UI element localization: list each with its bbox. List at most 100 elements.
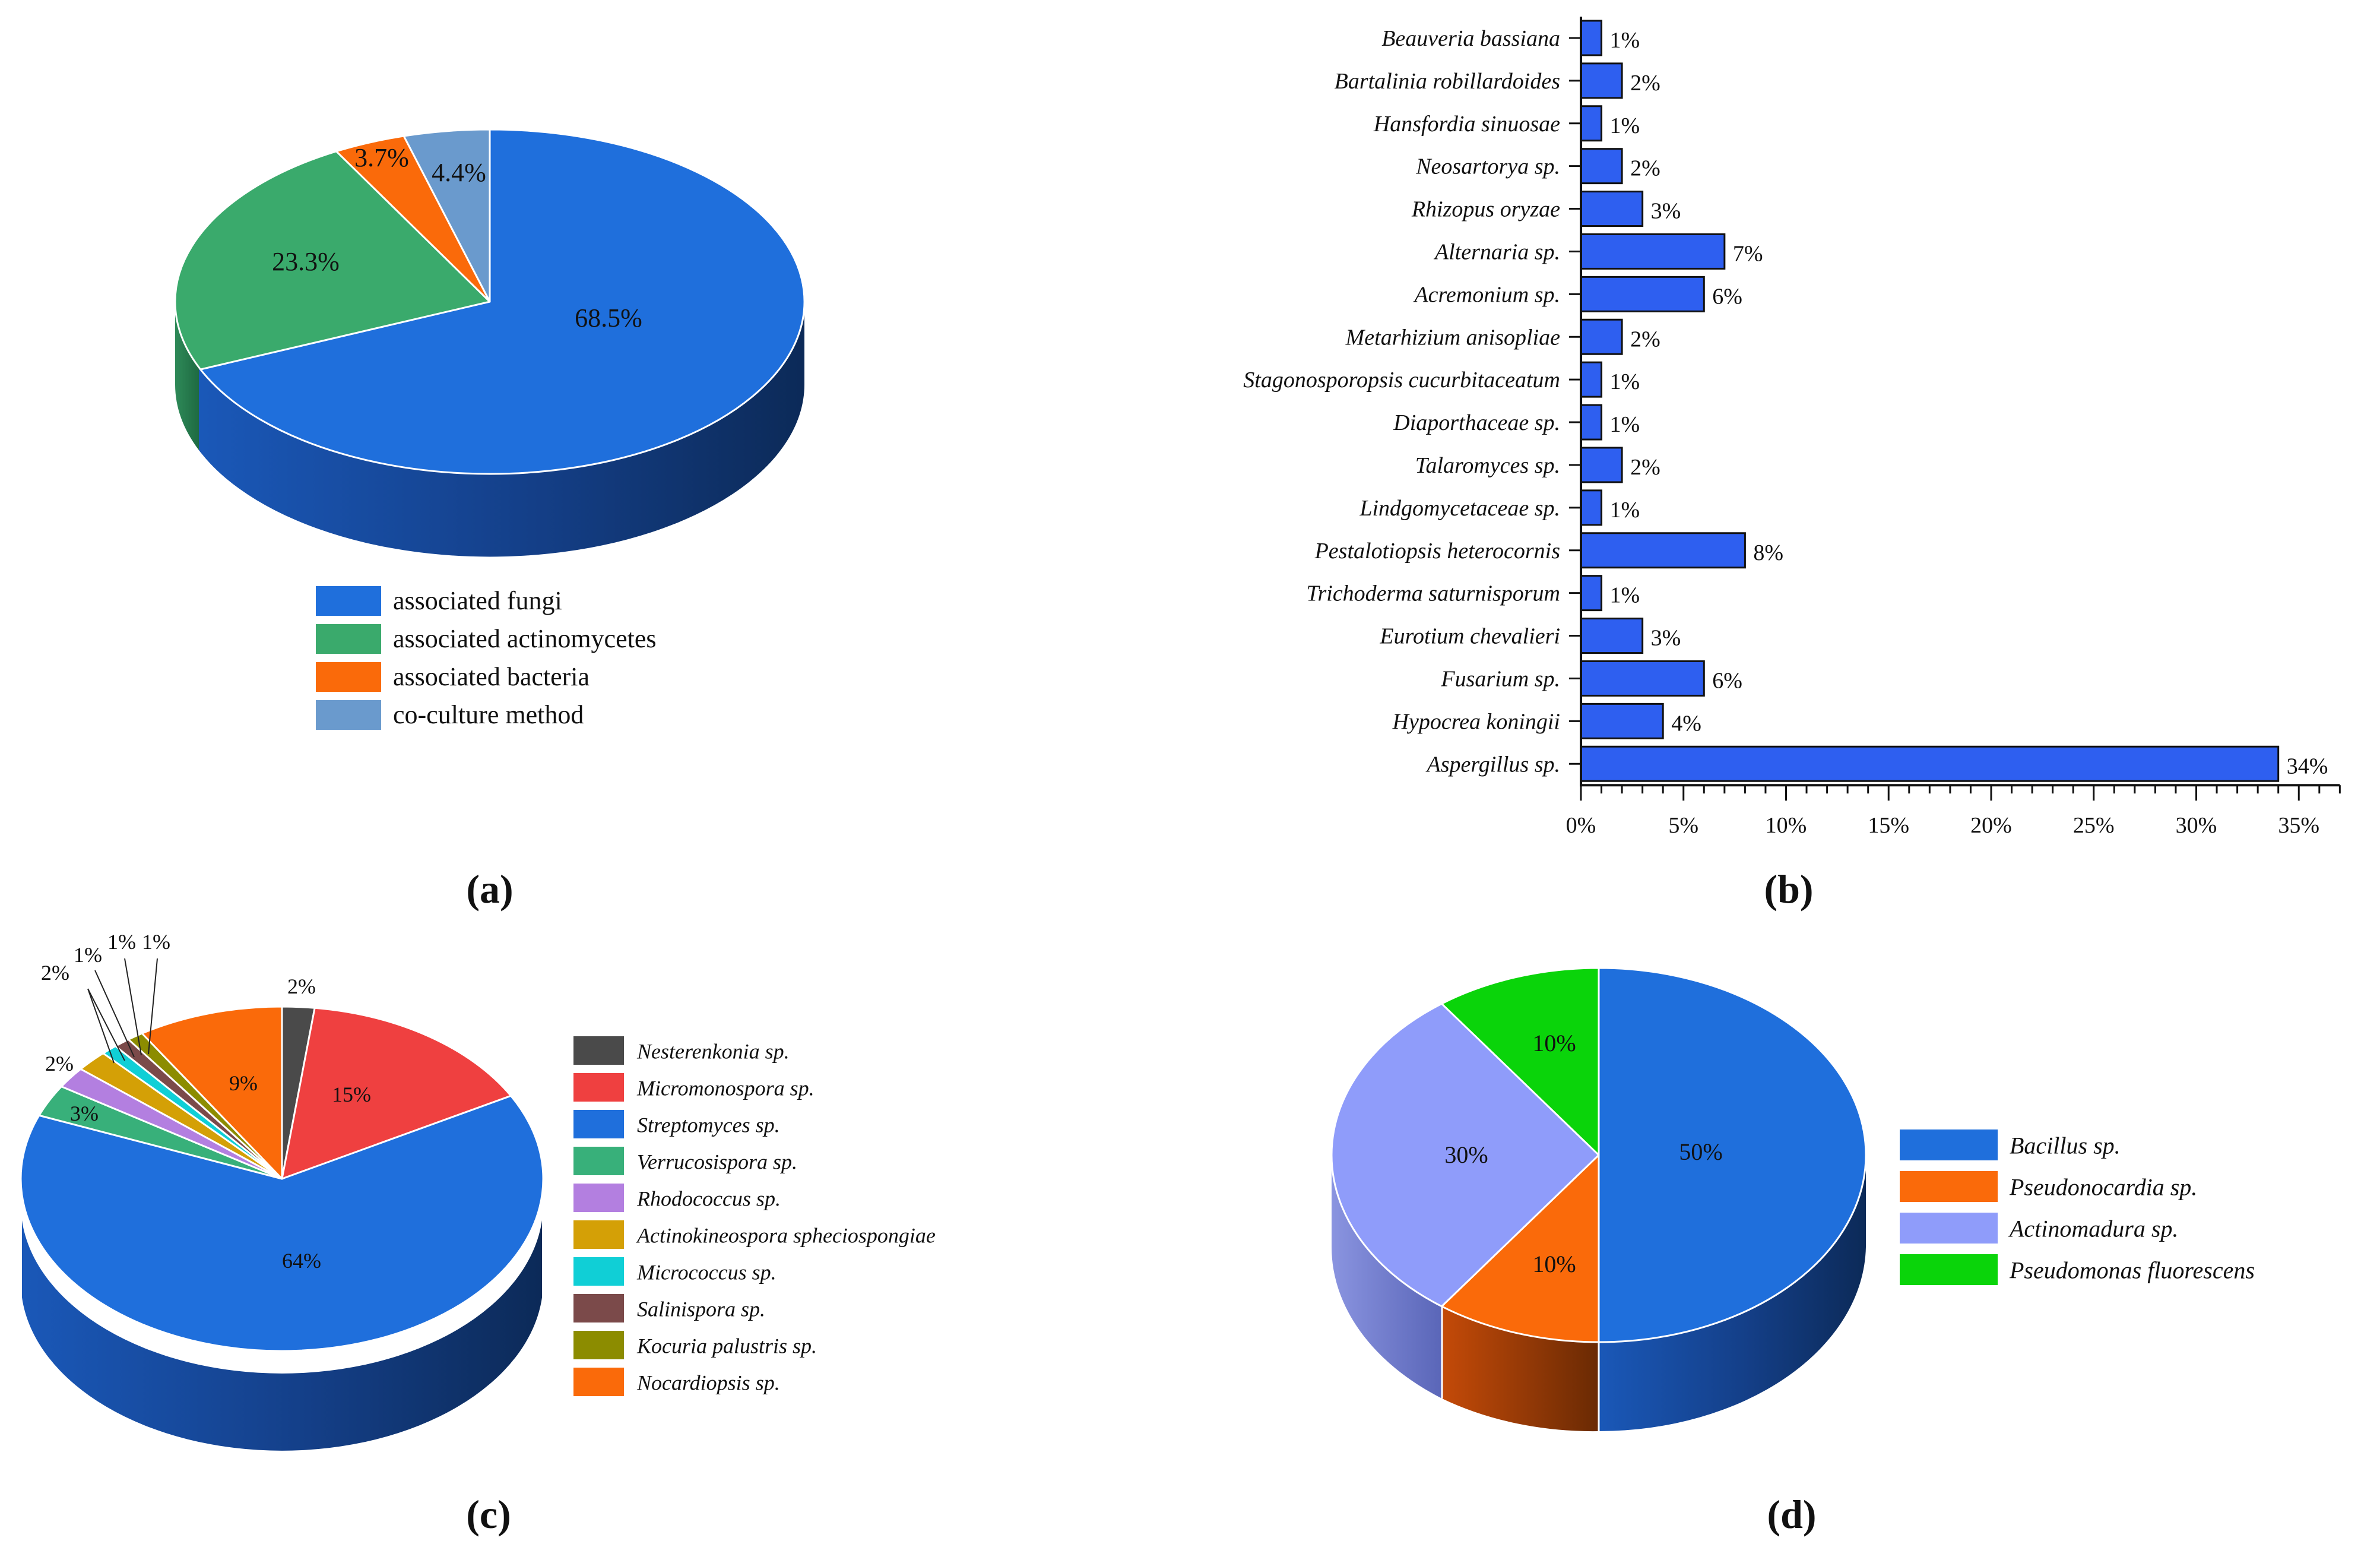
chart-b-data-label-fusarium-sp: 6% bbox=[1712, 668, 1742, 693]
chart-c-side bbox=[22, 1220, 542, 1451]
panel-label-c: (c) bbox=[466, 1492, 511, 1537]
chart-a-data-label-associated-bacteria: 3.7% bbox=[354, 143, 409, 172]
chart-b-bar-acremonium-sp bbox=[1580, 276, 1705, 312]
chart-d-data-label-actinomadura-sp: 30% bbox=[1444, 1141, 1488, 1168]
chart-d-legend-label-pseudonocardia-sp: Pseudonocardia sp. bbox=[2009, 1174, 2197, 1201]
chart-b-data-label-aspergillus-sp: 34% bbox=[2287, 754, 2328, 779]
panel-label-d: (d) bbox=[1767, 1492, 1816, 1537]
chart-c-slice-micromonospora-sp bbox=[281, 1007, 512, 1180]
chart-c-legend-label-verrucosispora-sp: Verrucosispora sp. bbox=[637, 1150, 797, 1173]
chart-b-category-label-diaporthaceae-sp: Diaporthaceae sp. bbox=[1393, 410, 1560, 435]
chart-b-category-label-trichoderma-saturnisporum: Trichoderma saturnisporum bbox=[1306, 581, 1560, 606]
chart-b-bar-hansfordia-sinuosae bbox=[1580, 105, 1603, 142]
chart-d-legend: Bacillus sp. Pseudonocardia sp. Actinomadu… bbox=[1900, 1129, 2255, 1285]
chart-a: 68.5%23.3%3.7%4.4% associated fungiassoc… bbox=[174, 128, 806, 912]
chart-b-bar-alternaria-sp bbox=[1580, 233, 1726, 270]
chart-b-bar-diaporthaceae-sp bbox=[1580, 404, 1603, 441]
chart-a-legend-label-associated-bacteria: associated bacteria bbox=[393, 662, 590, 691]
chart-b-data-label-beauveria-bassiana: 1% bbox=[1610, 28, 1640, 53]
chart-a-legend-label-associated-actinomycetes: associated actinomycetes bbox=[393, 624, 656, 653]
chart-c-legend-swatch-salinispora-sp bbox=[573, 1294, 624, 1322]
chart-c-data-label-nocardiopsis-sp: 9% bbox=[229, 1071, 258, 1095]
chart-b-data-label-talaromyces-sp: 2% bbox=[1630, 455, 1660, 480]
chart-c-leader-line-actinokineospora bbox=[87, 988, 125, 1061]
chart-d-legend-swatch-pseudonocardia-sp bbox=[1900, 1171, 1998, 1202]
chart-b-category-label-stagonosporopsis-cucurbitaceatum: Stagonosporopsis cucurbitaceatum bbox=[1243, 368, 1560, 393]
chart-d-slice-bacillus-sp bbox=[1598, 967, 1867, 1343]
chart-d-legend-swatch-pseudomonas-fluorescens bbox=[1900, 1254, 1998, 1285]
chart-b-category-label-alternaria-sp: Alternaria sp. bbox=[1433, 239, 1560, 264]
chart-d-legend-label-actinomadura-sp: Actinomadura sp. bbox=[2008, 1216, 2178, 1242]
chart-c-data-label-kocuria-palustris-sp: 1% bbox=[142, 930, 170, 954]
chart-c-legend-label-micrococcus-sp: Micrococcus sp. bbox=[636, 1260, 777, 1284]
chart-c-leader-line-kocuria bbox=[148, 958, 158, 1055]
chart-b-x-tick-label: 20% bbox=[1970, 813, 2012, 838]
chart-c-leader-lines bbox=[87, 958, 158, 1064]
chart-c-data-label-nesterenkonia-sp: 2% bbox=[287, 975, 316, 998]
chart-b-x-tick-label: 0% bbox=[1566, 813, 1596, 838]
chart-d-data-label-bacillus-sp: 50% bbox=[1679, 1138, 1722, 1165]
chart-d-data-label-pseudomonas-fluorescens: 10% bbox=[1532, 1030, 1576, 1056]
chart-a-slice-associated-actinomycetes bbox=[174, 150, 491, 371]
chart-d-legend-swatch-actinomadura-sp bbox=[1900, 1213, 1998, 1244]
chart-a-legend-label-associated-fungi: associated fungi bbox=[393, 586, 562, 615]
chart-d-side-pseudonocardia bbox=[1442, 1306, 1599, 1432]
chart-d-side-actinomadura bbox=[1332, 1155, 1442, 1399]
chart-c-leader-line-micrococcus bbox=[94, 970, 135, 1058]
chart-b-data-label-acremonium-sp: 6% bbox=[1712, 284, 1742, 309]
chart-b-category-label-hansfordia-sinuosae: Hansfordia sinuosae bbox=[1373, 112, 1560, 137]
chart-b-bar-rhizopus-oryzae bbox=[1580, 191, 1644, 227]
chart-b-bar-metarhizium-anisopliae bbox=[1580, 318, 1623, 355]
panel-label-a: (a) bbox=[466, 866, 513, 912]
chart-b-category-label-beauveria-bassiana: Beauveria bassiana bbox=[1381, 26, 1560, 51]
chart-c-legend-swatch-micromonospora-sp bbox=[573, 1073, 624, 1102]
chart-c-data-label-salinispora-sp: 1% bbox=[107, 930, 136, 954]
chart-c-slice-nocardiopsis-sp bbox=[141, 1005, 283, 1180]
chart-b-data-label-eurotium-chevalieri: 3% bbox=[1651, 626, 1681, 651]
chart-d-side-bacillus bbox=[1599, 1155, 1866, 1431]
chart-d-slice-actinomadura-sp bbox=[1330, 1002, 1600, 1308]
chart-d-slice-pseudomonas-fluorescens bbox=[1441, 967, 1600, 1156]
chart-c-legend-label-kocuria-palustris-sp: Kocuria palustris sp. bbox=[636, 1334, 817, 1358]
chart-b-data-label-hansfordia-sinuosae: 1% bbox=[1610, 113, 1640, 138]
chart-c-legend-swatch-rhodococcus-sp bbox=[573, 1184, 624, 1212]
chart-b-data-label-bartalinia-robillardoides: 2% bbox=[1630, 71, 1660, 96]
chart-c-legend-label-micromonospora-sp: Micromonospora sp. bbox=[636, 1076, 815, 1100]
chart-a-legend-swatch-associated-actinomycetes bbox=[316, 624, 381, 654]
chart-b-x-tick-label: 5% bbox=[1668, 813, 1698, 838]
chart-b-data-label-neosartorya-sp: 2% bbox=[1630, 156, 1660, 181]
chart-c-data-label-actinokineospora-spheciospongiae: 2% bbox=[41, 961, 69, 985]
chart-c-legend-swatch-nesterenkonia-sp bbox=[573, 1036, 624, 1065]
chart-b-bar-eurotium-chevalieri bbox=[1580, 618, 1644, 654]
chart-a-side-fungi bbox=[199, 302, 804, 557]
chart-c-legend-swatch-verrucosispora-sp bbox=[573, 1147, 624, 1175]
chart-b-category-label-lindgomycetaceae-sp: Lindgomycetaceae sp. bbox=[1359, 496, 1560, 521]
chart-b-category-label-acremonium-sp: Acremonium sp. bbox=[1412, 282, 1560, 307]
chart-b-category-label-talaromyces-sp: Talaromyces sp. bbox=[1415, 453, 1560, 478]
chart-c-legend-label-streptomyces-sp: Streptomyces sp. bbox=[637, 1113, 780, 1137]
chart-b-x-tick-label: 15% bbox=[1868, 813, 1909, 838]
chart-c-legend-label-rhodococcus-sp: Rhodococcus sp. bbox=[636, 1187, 781, 1210]
chart-b-bar-bartalinia-robillardoides bbox=[1580, 62, 1623, 99]
chart-c-legend-swatch-micrococcus-sp bbox=[573, 1257, 624, 1286]
chart-b-bar-trichoderma-saturnisporum bbox=[1580, 575, 1603, 612]
chart-b-data-label-trichoderma-saturnisporum: 1% bbox=[1610, 583, 1640, 608]
chart-c-legend-label-nocardiopsis-sp: Nocardiopsis sp. bbox=[636, 1371, 780, 1394]
chart-b-category-label-pestalotiopsis-heterocornis: Pestalotiopsis heterocornis bbox=[1314, 539, 1560, 564]
chart-b-x-tick-label: 30% bbox=[2176, 813, 2217, 838]
chart-b-category-label-aspergillus-sp: Aspergillus sp. bbox=[1425, 752, 1561, 777]
chart-b-data-labels: 1% 2% 1% 2% 3% 7% 6% 2% 1% 1% 2% 1% 8% 1% 3% 6% 4% 34% bbox=[1610, 28, 2328, 779]
chart-c-legend-swatch-kocuria-palustris-sp bbox=[573, 1331, 624, 1359]
chart-d-slices bbox=[1330, 967, 1867, 1343]
chart-a-data-label-co-culture-method: 4.4% bbox=[432, 158, 486, 187]
chart-a-legend-label-co-culture-method: co-culture method bbox=[393, 700, 584, 729]
chart-d-slice-pseudonocardia-sp bbox=[1441, 1154, 1600, 1343]
chart-c-legend-swatch-streptomyces-sp bbox=[573, 1110, 624, 1138]
chart-c-slice-streptomyces-sp bbox=[20, 1094, 544, 1352]
chart-a-slice-associated-fungi bbox=[199, 128, 806, 475]
chart-d-legend-swatch-bacillus-sp bbox=[1900, 1129, 1998, 1160]
chart-c-data-label-rhodococcus-sp: 2% bbox=[45, 1052, 74, 1075]
chart-c-legend-swatch-nocardiopsis-sp bbox=[573, 1368, 624, 1396]
chart-d-data-labels: 50% 10% 30% 10% bbox=[1444, 1030, 1722, 1277]
